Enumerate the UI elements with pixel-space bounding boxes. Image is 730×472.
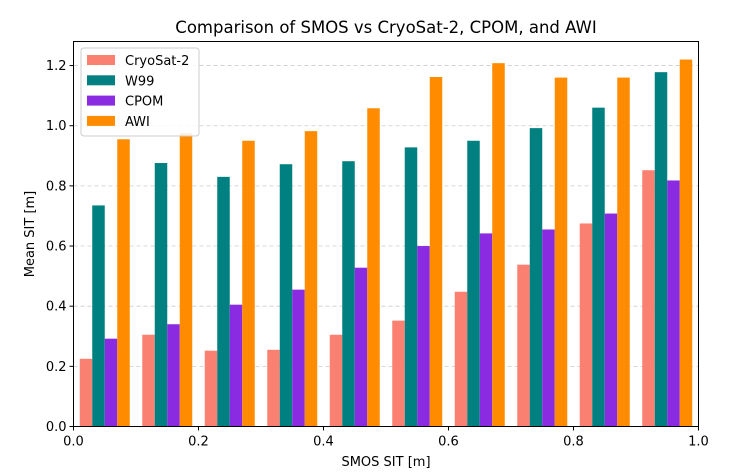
x-tick-label: 0.4 [313,435,334,450]
x-axis-label: SMOS SIT [m] [341,455,430,470]
y-tick-label: 0.4 [46,300,67,315]
bar-cryosat-2 [579,223,593,427]
y-tick-label: 0.0 [46,420,67,435]
x-tick-label: 0.6 [438,435,459,450]
x-tick-label: 0.2 [188,435,209,450]
bar-awi [429,76,443,427]
bar-cpom [292,289,305,427]
legend-swatch-awi [87,115,115,126]
bar-w99 [529,128,543,427]
bar-cpom [104,338,118,427]
bar-cpom [354,267,368,427]
bar-w99 [467,140,480,427]
y-tick-label: 1.2 [46,59,67,74]
legend: CryoSat-2 W99 CPOM AWI [80,47,200,137]
bars [79,59,693,427]
y-tick-label: 0.6 [46,240,67,255]
y-tick-label: 0.8 [46,179,67,194]
bar-cpom [417,246,430,427]
bar-w99 [217,176,230,427]
bar-cryosat-2 [454,291,468,427]
bar-w99 [154,163,168,427]
bar-awi [492,63,505,427]
bar-w99 [404,147,418,427]
bar-cpom [479,233,493,427]
legend-label-cpom: CPOM [125,95,163,110]
bar-cpom [229,304,243,427]
bar-awi [617,77,630,427]
chart-title: Comparison of SMOS vs CryoSat-2, CPOM, a… [175,18,596,37]
bar-cryosat-2 [79,358,93,427]
plot-frame [73,41,699,427]
bar-cpom [667,180,680,427]
x-tick-label: 0.0 [63,435,84,450]
bar-cpom [542,229,555,427]
bar-awi [117,139,130,427]
bar-cryosat-2 [267,349,280,427]
legend-label-cryosat-2: CryoSat-2 [125,54,189,69]
y-tick-label: 0.2 [46,360,67,375]
y-axis-label: Mean SIT [m] [23,191,38,278]
bar-w99 [342,161,355,427]
legend-swatch-w99 [87,75,115,86]
x-tick-label: 0.8 [563,435,584,450]
bar-cryosat-2 [142,334,155,427]
bar-awi [242,140,255,427]
bar-cryosat-2 [642,170,655,427]
bar-w99 [592,107,605,427]
legend-label-w99: W99 [125,74,154,89]
x-tick-label: 1.0 [688,435,709,450]
x-axis: 0.0 0.2 0.4 0.6 0.8 1.0 [63,426,709,450]
bar-awi [679,59,693,427]
y-axis: 0.0 0.2 0.4 0.6 0.8 1.0 1.2 [46,59,74,435]
bar-cpom [167,324,180,427]
bar-awi [304,131,318,427]
bar-w99 [279,164,293,427]
legend-box [80,47,200,137]
bar-w99 [92,205,105,427]
bar-cpom [604,213,618,427]
y-tick-label: 1.0 [46,119,67,134]
bar-w99 [654,72,668,427]
bar-cryosat-2 [392,320,405,427]
bar-cryosat-2 [517,264,530,427]
legend-swatch-cryosat-2 [87,55,115,65]
bar-awi [554,77,568,427]
bar-cryosat-2 [204,350,218,427]
legend-swatch-cpom [87,95,115,106]
bar-awi [179,133,193,427]
bar-awi [367,108,380,427]
legend-label-awi: AWI [125,115,150,130]
bar-cryosat-2 [329,334,343,427]
